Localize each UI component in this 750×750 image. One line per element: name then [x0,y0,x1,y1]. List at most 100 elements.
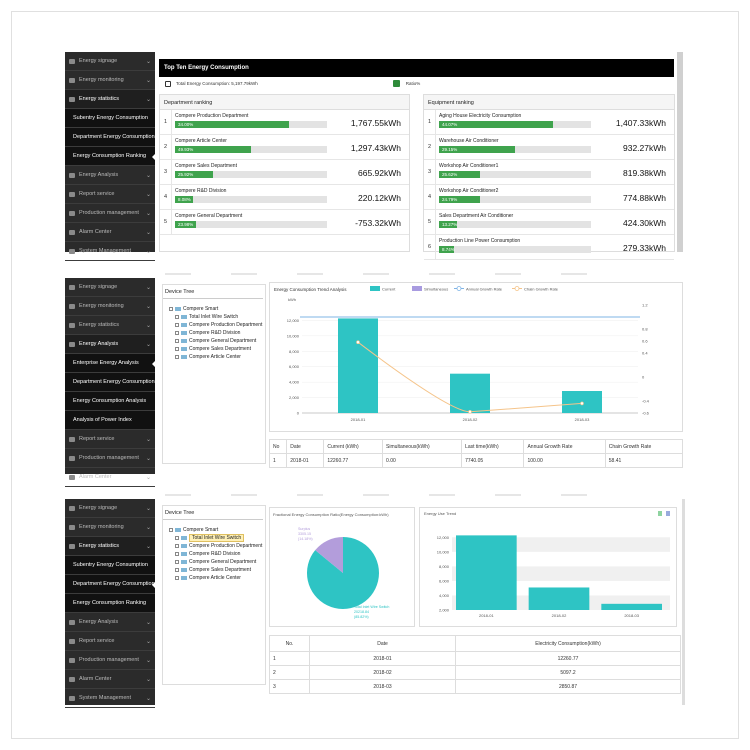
expand-icon[interactable] [169,528,173,532]
sidebar-item[interactable]: Energy monitoring ⌄ [65,297,155,316]
tree-node[interactable]: Compere Sales Department [163,566,263,574]
sidebar-item[interactable]: Energy monitoring ⌄ [65,71,155,90]
chevron-down-icon: ⌄ [145,619,151,626]
ranking-row[interactable]: 5 Sales Department Air Conditioner 13.27% 4… [424,210,674,235]
tree-node[interactable]: Compere Production Department [163,321,263,329]
ranking-row[interactable]: 1 Compere Production Department 34.00% 1,76… [160,110,409,135]
tree-node[interactable]: Compere R&D Division [163,550,263,558]
sidebar-item[interactable]: Energy statistics ⌄ [65,90,155,109]
bar-energy-use[interactable] [528,587,590,610]
table-row[interactable]: 2 2018-02 5097.2 [269,665,681,680]
expand-icon[interactable] [175,331,179,335]
bar-energy-use[interactable] [601,603,662,610]
sidebar-item[interactable]: Energy Consumption Ranking [65,594,155,613]
tree-node[interactable]: Total Inlet Wire Switch [163,313,263,321]
sidebar-item[interactable]: System Management ⌄ [65,242,155,261]
chevron-down-icon: ⌄ [145,172,151,179]
pie-label: (85.82%) [354,615,369,619]
ranking-row[interactable]: 2 Compere Article Center 49.93% 1,297.43kWh [160,135,409,160]
legend-label: Annual Growth Rate [466,287,503,292]
ranking-row[interactable]: 4 Compere R&D Division 8.08% 220.12kWh [160,185,409,210]
sidebar-item[interactable]: Energy statistics ⌄ [65,316,155,335]
expand-icon[interactable] [175,552,179,556]
sidebar-item[interactable]: Report service ⌄ [65,185,155,204]
bar-current[interactable] [338,318,378,413]
expand-icon[interactable] [175,355,179,359]
expand-icon[interactable] [175,339,179,343]
sidebar-item[interactable]: Analysis of Power Index [65,411,155,430]
sidebar-item[interactable]: Report service ⌄ [65,430,155,449]
column-header: Electricity Consumption(kWh) [455,635,681,652]
sidebar-item[interactable]: Energy statistics ⌄ [65,537,155,556]
sidebar-item[interactable]: Energy monitoring ⌄ [65,518,155,537]
tree-node[interactable]: Compere R&D Division [163,329,263,337]
tree-node-label: Compere Article Center [189,354,241,360]
tree-node[interactable]: Compere Article Center [163,574,263,582]
sidebar-item[interactable]: Energy Analysis ⌄ [65,335,155,354]
sidebar-item[interactable]: Department Energy Consumption [65,373,155,392]
scrollbar[interactable] [682,499,685,705]
ranking-row[interactable]: 4 Workshop Air Conditioner2 24.79% 774.88kW… [424,185,674,210]
ranking-row[interactable]: 5 Compere General Department 23.98% -753.32… [160,210,409,235]
ranking-row[interactable]: 1 Aging House Electricity Consumption 44.0… [424,110,674,135]
sidebar-item[interactable]: Energy Consumption Ranking [65,147,156,166]
sidebar-item[interactable]: Subentry Energy Consumption [65,109,155,128]
expand-icon[interactable] [175,576,179,580]
sidebar-item[interactable]: Energy Analysis ⌄ [65,166,155,185]
sidebar-item[interactable]: Production management ⌄ [65,449,155,468]
sidebar-item[interactable]: Energy signage ⌄ [65,52,155,71]
bar-current[interactable] [450,373,490,413]
pie-slice[interactable] [315,537,343,573]
tree-node[interactable]: Compere Smart [163,526,263,534]
expand-icon[interactable] [175,323,179,327]
ranking-row[interactable]: 6 Production Line Power Consumption 8.74% 2… [424,235,674,260]
sidebar-item[interactable]: Energy signage ⌄ [65,278,155,297]
table-row[interactable]: 1 2018-01 12260.77 0.00 7740.05 100.00 58.41 [268,453,684,468]
tree-node[interactable]: Compere General Department [163,337,263,345]
sidebar-item[interactable]: Alarm Center ⌄ [65,670,155,689]
sidebar-item[interactable]: Department Energy Consumption [65,575,156,594]
expand-icon[interactable] [175,544,179,548]
tree-node[interactable]: Compere Production Department [163,542,263,550]
sidebar-item[interactable]: Energy Analysis ⌄ [65,613,155,632]
chain-growth-point[interactable] [468,410,472,414]
ranking-row[interactable]: 2 Warehouse Air Conditioner 29.15% 932.27kW… [424,135,674,160]
tree-node-label: Compere R&D Division [189,330,241,336]
sidebar-item[interactable]: Alarm Center ⌄ [65,468,155,487]
scrollbar[interactable] [677,52,683,252]
chart-view-icon[interactable] [658,511,662,516]
expand-icon[interactable] [175,315,179,319]
expand-icon[interactable] [175,347,179,351]
sidebar-item-label: Subentry Energy Consumption [73,115,148,121]
tree-node[interactable]: Compere Sales Department [163,345,263,353]
bar-energy-use[interactable] [456,535,517,610]
sidebar-item[interactable]: Enterprise Energy Analysis [65,354,156,373]
expand-icon[interactable] [175,568,179,572]
chevron-down-icon: ⌄ [145,210,151,217]
sidebar-item[interactable]: Report service ⌄ [65,632,155,651]
sidebar-item[interactable]: System Management ⌄ [65,689,155,708]
chevron-down-icon: ⌄ [145,657,151,664]
chevron-down-icon: ⌄ [145,524,151,531]
sidebar-item[interactable]: Energy signage ⌄ [65,499,155,518]
chain-growth-point[interactable] [356,340,360,345]
tree-node[interactable]: Compere Article Center [163,353,263,361]
ranking-row[interactable]: 3 Compere Sales Department 25.92% 665.92kWh [160,160,409,185]
ranking-row[interactable]: 3 Workshop Air Conditioner1 25.62% 819.38kW… [424,160,674,185]
sidebar-item[interactable]: Production management ⌄ [65,204,155,223]
expand-icon[interactable] [175,536,179,540]
sidebar-item[interactable]: Energy Consumption Analysis [65,392,155,411]
expand-icon[interactable] [175,560,179,564]
sidebar-item[interactable]: Production management ⌄ [65,651,155,670]
table-row[interactable]: 3 2018-03 2850.87 [269,679,681,694]
sidebar-item[interactable]: Alarm Center ⌄ [65,223,155,242]
tree-node[interactable]: Compere General Department [163,558,263,566]
refresh-icon[interactable] [666,511,670,516]
expand-icon[interactable] [169,307,173,311]
sidebar-item[interactable]: Subentry Energy Consumption [65,556,155,575]
tree-node[interactable]: Compere Smart [163,305,263,313]
table-row[interactable]: 1 2018-01 12260.77 [269,651,681,666]
tree-node[interactable]: Total Inlet Wire Switch [163,534,263,542]
chain-growth-point[interactable] [580,401,584,406]
sidebar-item[interactable]: Department Energy Consumption [65,128,155,147]
